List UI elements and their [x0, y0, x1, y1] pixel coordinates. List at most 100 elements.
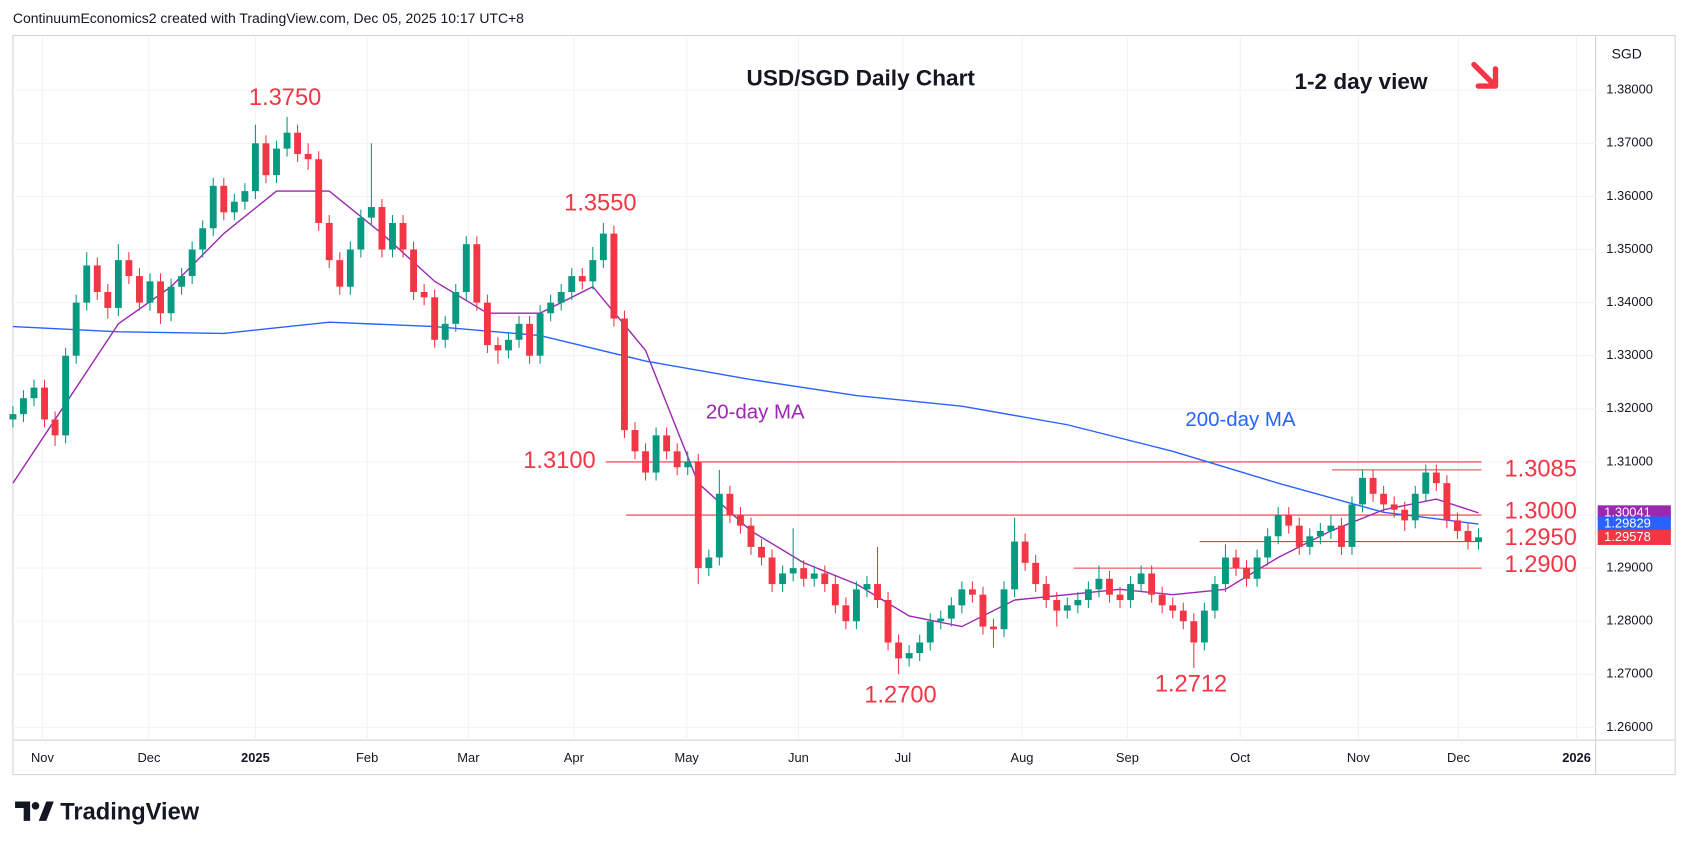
candle-body [852, 589, 860, 622]
candle-body [789, 568, 797, 574]
currency-label: SGD [1612, 46, 1642, 62]
x-tick-label: Sep [1116, 750, 1139, 765]
candle-body [1169, 605, 1177, 611]
candle-body [663, 435, 671, 452]
candle-body [610, 233, 618, 319]
candle-body [821, 573, 829, 585]
candle-body [631, 430, 639, 452]
candle-body [167, 286, 175, 314]
candle-body [1264, 536, 1272, 558]
x-tick-label: Oct [1230, 750, 1250, 765]
x-tick-label: Aug [1010, 750, 1033, 765]
candle-body [1337, 525, 1345, 547]
y-tick-label: 1.26000 [1606, 719, 1653, 734]
candle-body [304, 153, 312, 160]
y-tick-label: 1.33000 [1606, 347, 1653, 362]
logo-text: TradingView [60, 800, 200, 826]
candle-body [547, 302, 555, 314]
candle-body [505, 339, 512, 351]
tradingview-logo: TradingView [15, 800, 200, 826]
candle-body [705, 557, 713, 569]
candle-body [1253, 557, 1261, 579]
candle-body [990, 626, 997, 630]
candle-body [979, 594, 987, 627]
candle-body [621, 318, 628, 431]
candle-body [726, 493, 734, 516]
candle-body [863, 584, 871, 590]
candle-body [188, 249, 196, 277]
y-tick-label: 1.35000 [1606, 241, 1653, 256]
candle-body [684, 461, 692, 468]
candle-body [1232, 557, 1240, 569]
candle-body [51, 419, 59, 436]
candle-body [1306, 536, 1314, 547]
candle-body [884, 599, 892, 643]
candle-body [441, 323, 449, 340]
chart-title: USD/SGD Daily Chart [747, 66, 976, 91]
candle-body [557, 291, 565, 303]
candle-body [378, 207, 386, 250]
candle-body [135, 276, 143, 303]
candle-body [779, 573, 787, 585]
candle-body [758, 546, 765, 558]
price-tag [1597, 516, 1671, 532]
candle-body [526, 323, 534, 356]
candle-body [1095, 578, 1103, 590]
y-tick-label: 1.38000 [1606, 82, 1653, 97]
candle-body [452, 291, 460, 324]
chart-subtitle: 1-2 day view [1294, 69, 1427, 94]
candle-body [1380, 493, 1388, 505]
candle-body [1032, 562, 1040, 585]
price-tag-label: 1.30041 [1604, 504, 1651, 519]
candle-body [1316, 530, 1324, 537]
y-tick-label: 1.27000 [1606, 666, 1653, 681]
y-tick-label: 1.34000 [1606, 294, 1653, 309]
candle-body [1021, 541, 1029, 563]
candle-body [578, 276, 586, 282]
candle-body [325, 222, 333, 261]
candle-body [715, 493, 723, 558]
price-annotation: 1.3550 [564, 191, 636, 217]
candle-body [1453, 520, 1461, 531]
price-annotation: 1.3750 [249, 85, 321, 111]
moving-average-label: 200-day MA [1185, 408, 1296, 431]
candle-body [1084, 589, 1092, 600]
candle-body [146, 281, 154, 303]
candle-body [1401, 509, 1409, 521]
candle-body [1432, 472, 1440, 484]
candle-body [747, 525, 755, 547]
y-tick-label: 1.36000 [1606, 188, 1653, 203]
candle-body [947, 605, 955, 619]
price-tag-label: 1.29578 [1604, 529, 1651, 544]
candle-body [431, 297, 439, 340]
x-tick-label: May [674, 750, 699, 765]
candle-body [736, 515, 744, 526]
candle-body [1422, 472, 1430, 494]
candle-body [1042, 584, 1050, 600]
candle-body [83, 265, 91, 303]
y-tick-label: 1.31000 [1606, 453, 1653, 468]
candle-body [958, 589, 966, 606]
candle-body [1148, 573, 1156, 595]
level-label: 1.2950 [1504, 525, 1576, 551]
candle-body [599, 233, 607, 261]
y-tick-label: 1.37000 [1606, 135, 1653, 150]
x-tick-label: Apr [564, 750, 585, 765]
candle-body [842, 605, 850, 622]
candle-body [220, 185, 228, 213]
candle-body [1295, 525, 1303, 547]
candle-body [1053, 599, 1061, 611]
candle-body [1243, 568, 1250, 579]
candle-body [926, 621, 934, 643]
candle-body [1369, 477, 1377, 494]
candle-body [241, 191, 249, 202]
candle-body [209, 185, 217, 229]
candle-body [410, 249, 418, 292]
x-tick-label: Feb [356, 750, 378, 765]
x-tick-label: Nov [1347, 750, 1370, 765]
candle-body [968, 589, 976, 595]
y-tick-label: 1.28000 [1606, 613, 1653, 628]
candle-body [399, 222, 407, 250]
candle-body [104, 291, 112, 308]
